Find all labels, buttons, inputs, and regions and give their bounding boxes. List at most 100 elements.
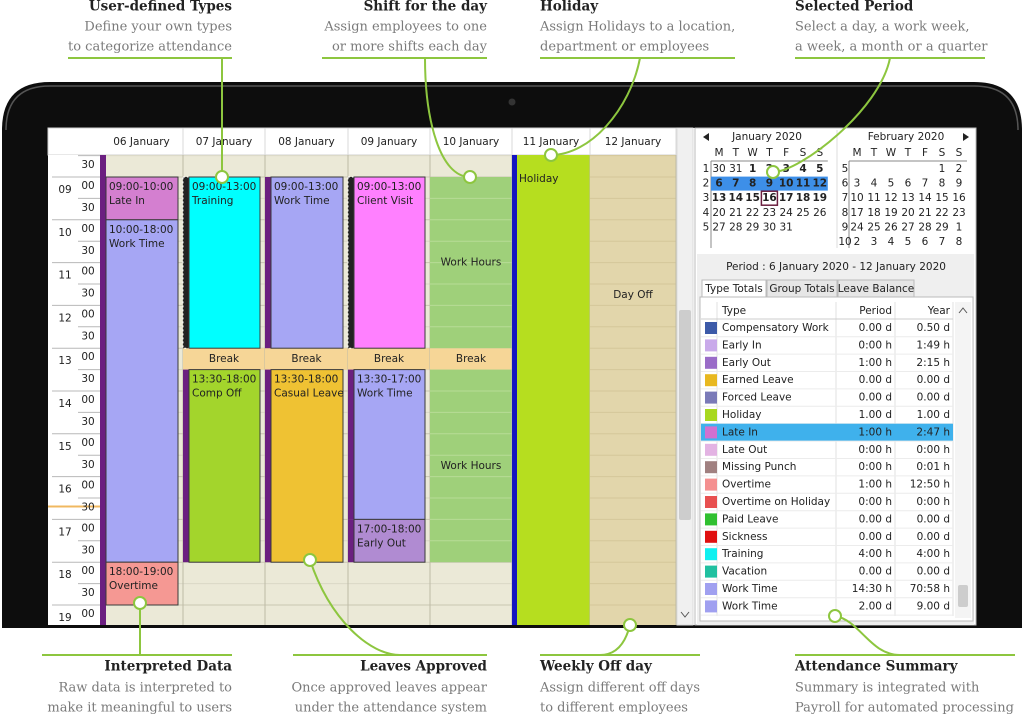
type-swatch	[705, 339, 717, 352]
period-value: 0:00 h	[858, 444, 892, 456]
type-name[interactable]: Training	[721, 548, 763, 560]
period-value: 0.00 d	[859, 392, 892, 404]
mini-day: 20	[901, 207, 914, 219]
connector	[309, 559, 401, 656]
type-name[interactable]: Late In	[722, 426, 758, 438]
minute-label: 00	[81, 223, 94, 235]
period-value: 1:00 h	[858, 357, 892, 369]
minute-label: 30	[81, 330, 94, 342]
mini-day: 8	[749, 178, 756, 190]
mini-day: 27	[712, 221, 725, 233]
type-swatch	[705, 322, 717, 334]
type-swatch	[705, 409, 717, 421]
tab-label[interactable]: Leave Balance	[838, 283, 914, 295]
type-name[interactable]: Missing Punch	[722, 461, 796, 473]
tab-label[interactable]: Type Totals	[704, 283, 762, 295]
type-name[interactable]: Forced Leave	[722, 392, 792, 404]
minute-label: 00	[81, 437, 94, 449]
callout-text: under the attendance system	[295, 701, 487, 715]
period-value: 0.00 d	[859, 374, 892, 386]
event-strip	[347, 176, 355, 349]
month-title: February 2020	[868, 131, 945, 143]
year-value: 1:49 h	[916, 339, 950, 351]
weekday: S	[800, 147, 807, 159]
type-name[interactable]: Work Time	[722, 583, 778, 595]
prev-arrow	[703, 133, 709, 141]
minute-label: 30	[81, 416, 94, 428]
type-name[interactable]: Late Out	[722, 444, 767, 456]
mini-day: 7	[732, 178, 739, 190]
connector-dot	[303, 553, 317, 567]
week-number: 4	[703, 207, 710, 219]
event-label: Work Time	[109, 238, 165, 250]
next-arrow	[963, 133, 969, 141]
week-number: 5	[842, 163, 849, 175]
event-time: 09:00-10:00	[109, 181, 173, 193]
break-label: Break	[291, 353, 322, 365]
type-name[interactable]: Earned Leave	[722, 374, 794, 386]
mini-day: 7	[922, 178, 929, 190]
shift-label: Work Hours	[441, 257, 502, 269]
mini-day: 10	[779, 178, 794, 190]
event-label: Early Out	[357, 537, 406, 549]
mini-day: 4	[888, 236, 895, 248]
type-name[interactable]: Sickness	[722, 531, 768, 543]
type-name[interactable]: Work Time	[722, 600, 778, 612]
mini-day: 11	[796, 178, 811, 190]
mini-day: 17	[779, 192, 794, 204]
mini-day: 30	[763, 221, 776, 233]
minute-label: 00	[81, 394, 94, 406]
mini-day: 1	[939, 163, 946, 175]
week-number: 7	[842, 192, 849, 204]
type-name[interactable]: Vacation	[722, 566, 767, 578]
break-slot	[348, 348, 430, 370]
type-swatch	[705, 513, 717, 526]
minute-label: 00	[81, 266, 94, 278]
event	[353, 518, 426, 563]
selected-row	[701, 423, 953, 442]
year-value: 1.00 d	[917, 409, 950, 421]
year-value: 0.00 d	[917, 531, 950, 543]
type-name[interactable]: Overtime	[722, 479, 771, 491]
year-value: 9.00 d	[917, 600, 950, 612]
type-name[interactable]: Early In	[722, 339, 762, 351]
year-value: 0:01 h	[916, 461, 950, 473]
callout-text: Raw data is interpreted to	[58, 681, 232, 696]
callout-text: Summary is integrated with	[795, 681, 980, 696]
type-name[interactable]: Holiday	[722, 409, 761, 421]
callout-text: Select a day, a work week,	[795, 20, 970, 35]
weekday: F	[922, 147, 928, 159]
tab-label[interactable]: Group Totals	[769, 283, 834, 295]
weekday: W	[747, 147, 758, 159]
mini-day: 14	[918, 192, 932, 204]
callout-title: Selected Period	[795, 0, 914, 15]
type-swatch	[705, 443, 717, 456]
mini-day: 24	[850, 221, 864, 233]
event-strip	[265, 369, 271, 563]
mini-day: 23	[952, 207, 965, 219]
week-number: 8	[842, 207, 849, 219]
event-strip	[265, 177, 271, 349]
event	[270, 176, 344, 349]
type-name[interactable]: Paid Leave	[722, 513, 778, 525]
event	[105, 176, 179, 221]
mini-day: 15	[745, 192, 760, 204]
callout-title: Weekly Off day	[539, 659, 653, 675]
type-name[interactable]: Overtime on Holiday	[722, 496, 830, 508]
mini-day: 26	[813, 207, 827, 219]
time-bg	[48, 155, 100, 625]
type-name[interactable]: Early Out	[722, 357, 771, 369]
weekday: T	[870, 147, 878, 159]
break-label: Break	[456, 353, 487, 365]
week-number: 3	[703, 192, 710, 204]
mini-day: 6	[905, 178, 912, 190]
event-time: 09:00-13:00	[192, 181, 256, 193]
connector	[424, 57, 471, 178]
mini-day: 29	[746, 221, 759, 233]
week-number: 2	[703, 178, 710, 190]
holiday-strip	[512, 155, 517, 625]
minute-label: 30	[81, 587, 94, 599]
mini-day: 21	[918, 207, 931, 219]
type-name[interactable]: Compensatory Work	[722, 322, 830, 334]
type-swatch	[705, 374, 717, 387]
